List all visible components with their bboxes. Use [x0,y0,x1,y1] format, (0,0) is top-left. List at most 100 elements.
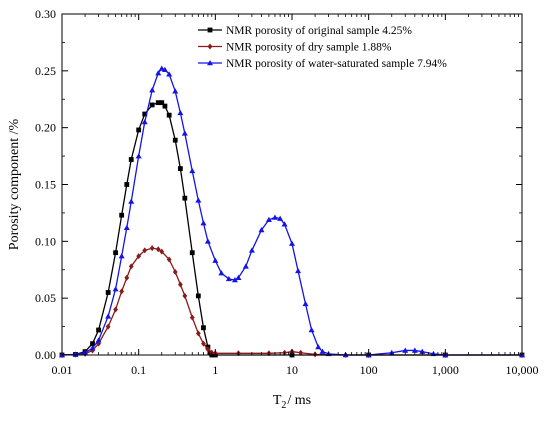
series-2-point [204,238,211,244]
series-1-point [124,274,130,281]
series-2-point [419,348,426,354]
series-1-point [142,247,148,254]
series-1-point [166,256,172,263]
series-2-point [302,300,309,307]
series-1-point [149,245,155,252]
series-0 [59,100,525,358]
series-2-point [95,337,102,343]
series-1-point [189,314,195,321]
series-2-point [242,263,249,269]
y-axis-title: Porosity component /% [7,118,22,250]
series-2-point [158,65,165,71]
legend-marker [207,43,213,50]
y-tick-label: 0.05 [35,291,56,305]
y-tick-label: 0.15 [35,178,56,192]
series-1-point [205,346,211,353]
x-tick-label: 10 [286,363,298,377]
x-tick-label: 1,000 [432,363,459,377]
series-line-0 [61,102,522,356]
series-1-point [201,340,206,347]
series-0-point [182,195,188,201]
series-2-point [149,87,156,93]
series-0-point [166,112,172,118]
series-1 [59,245,525,358]
series-1-point [136,253,142,260]
series-1-point [128,263,134,270]
x-tick-label: 0.01 [52,363,73,377]
series-2-point [112,286,119,292]
series-1-point [113,306,118,313]
series-2-point [118,253,125,259]
series-2-point [308,326,315,333]
series-0-point [159,100,165,106]
series-0-point [142,111,148,117]
series-0-point [96,327,101,333]
series-2-point [265,216,272,222]
legend-label: NMR porosity of water-saturated sample 7… [226,58,447,70]
legend-marker [207,60,213,66]
series-1-point [90,347,95,354]
legend-label: NMR porosity of dry sample 1.88% [226,42,392,54]
legend-marker [207,27,213,33]
y-tick-label: 0.30 [35,7,56,21]
series-0-point [201,325,206,331]
series-2-point [212,257,219,263]
series-2-point [200,220,207,226]
series-2-point [235,274,242,280]
series-0-point [119,212,125,218]
x-axis-title: T2/ ms [273,393,311,411]
series-2-point [155,70,162,76]
series-0-point [172,137,178,143]
series-0-point [189,250,195,256]
x-tick-label: 100 [360,363,378,377]
series-2-point [181,130,188,136]
series-0-point [90,341,95,347]
legend-entry-0: NMR porosity of original sample 4.25% [198,25,412,37]
series-2-point [411,347,418,353]
legend-label: NMR porosity of original sample 4.25% [226,25,412,37]
legend-entry-1: NMR porosity of dry sample 1.88% [198,42,392,54]
series-0-point [124,182,130,187]
series-2-point [281,221,288,227]
series-1-point [155,246,161,253]
y-tick-label: 0.10 [35,234,56,248]
series-0-point [149,102,155,108]
series-2-point [258,226,265,233]
series-0-point [136,127,142,133]
y-tick-label: 0.20 [35,121,56,135]
series-2-point [135,153,142,159]
series-2-point [315,344,322,350]
series-1-point [105,323,111,330]
series-line-2 [61,67,522,356]
series-2-point [218,270,225,276]
series-2-point [271,214,278,220]
series-0-point [195,293,201,299]
series-2-point [225,275,232,282]
x-axis-title-sub: 2 [281,400,286,411]
x-tick-label: 0.1 [131,363,146,377]
series-2-point [277,215,284,221]
series-2-point [177,109,184,116]
series-2-point [123,224,130,230]
series-2-point [189,167,196,174]
series-2-point [319,348,326,354]
series-0-point [155,100,161,106]
series-2-point [248,247,255,253]
series-2-point [161,66,168,72]
series-0-point [128,157,134,162]
series-1-point [159,248,165,255]
x-tick-label: 1 [212,363,218,377]
series-1-point [195,330,201,337]
y-tick-label: 0.25 [35,64,56,78]
series-2 [59,65,525,358]
series-0-point [162,103,168,109]
series-2-point [105,313,112,319]
series-2-point [141,118,148,125]
series-2-point [231,276,238,283]
series-1-point [177,281,183,288]
series-2-point [195,197,202,203]
series-1-point [298,349,304,356]
x-axis-title-main: T [273,393,282,408]
x-tick-label: 10,000 [506,363,539,377]
